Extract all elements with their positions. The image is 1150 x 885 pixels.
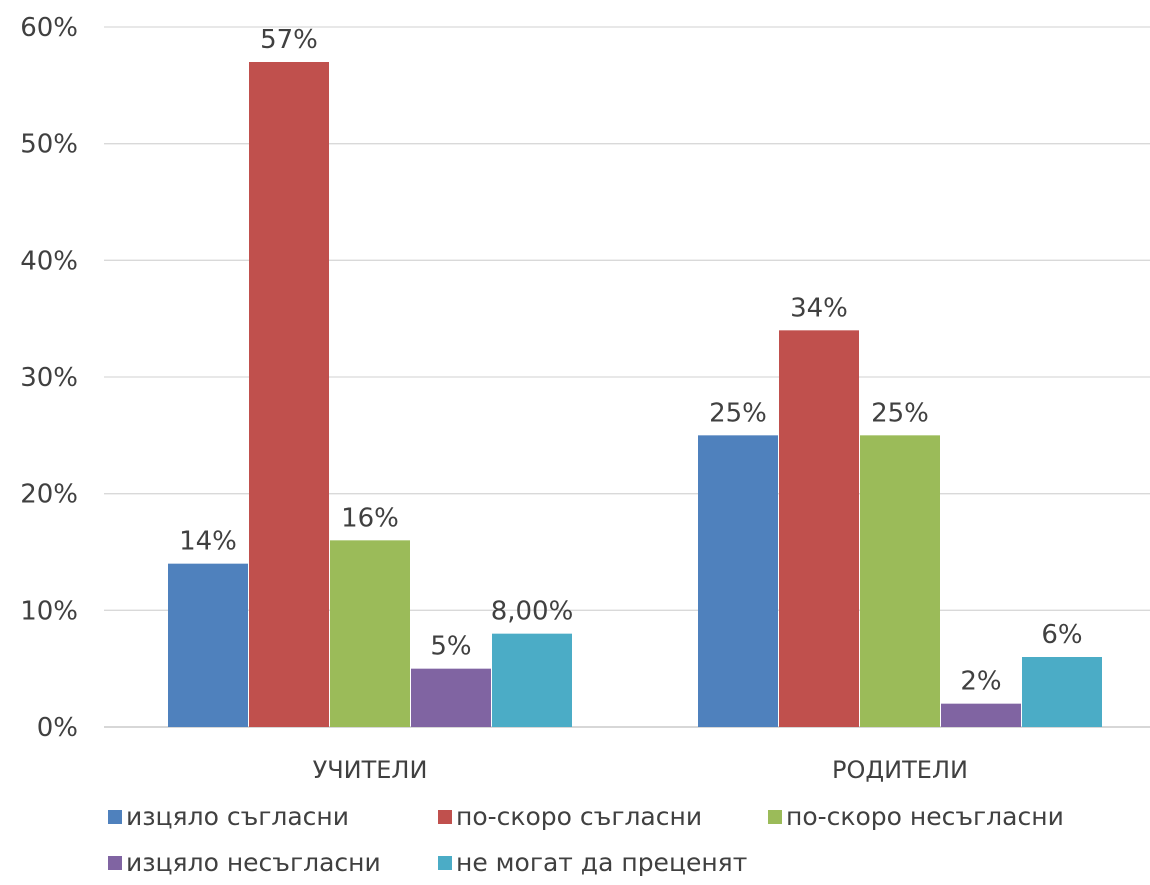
bars <box>168 62 1102 727</box>
data-label: 25% <box>709 398 767 428</box>
legend-item: изцяло несъгласни <box>108 848 381 877</box>
legend-swatch <box>108 856 122 870</box>
legend-item: по-скоро несъгласни <box>768 802 1064 831</box>
legend-label: изцяло съгласни <box>126 802 349 831</box>
bar <box>330 540 410 727</box>
bar <box>1022 657 1102 727</box>
data-label: 16% <box>341 503 399 533</box>
legend-label: изцяло несъгласни <box>126 848 381 877</box>
legend-item: изцяло съгласни <box>108 802 349 831</box>
legend-swatch <box>438 856 452 870</box>
legend-label: по-скоро съгласни <box>456 802 702 831</box>
category-label: РОДИТЕЛИ <box>832 756 968 784</box>
bar <box>779 330 859 727</box>
bar <box>698 435 778 727</box>
legend-label: не могат да преценят <box>456 848 747 877</box>
y-axis-tick-labels: 0% 10% 20% 30% 40% 50% 60% <box>20 13 78 743</box>
data-label: 2% <box>960 667 1001 697</box>
legend-item: по-скоро съгласни <box>438 802 702 831</box>
y-tick-label: 40% <box>20 246 78 276</box>
data-label: 14% <box>179 527 237 557</box>
legend-item: не могат да преценят <box>438 848 747 877</box>
legend-swatch <box>108 810 122 824</box>
legend-swatch <box>768 810 782 824</box>
legend-swatch <box>438 810 452 824</box>
data-labels: 14% 57% 16% 5% 8,00% 25% 34% 25% 2% 6% <box>179 25 1083 697</box>
legend-label: по-скоро несъгласни <box>786 802 1064 831</box>
bar <box>168 563 248 727</box>
y-tick-label: 30% <box>20 363 78 393</box>
bar <box>249 62 329 727</box>
data-label: 57% <box>260 25 318 55</box>
bar <box>411 668 491 727</box>
y-tick-label: 60% <box>20 13 78 43</box>
y-tick-label: 10% <box>20 596 78 626</box>
y-tick-label: 20% <box>20 480 78 510</box>
data-label: 6% <box>1041 620 1082 650</box>
x-axis-category-labels: УЧИТЕЛИ РОДИТЕЛИ <box>313 756 968 784</box>
y-tick-label: 50% <box>20 130 78 160</box>
category-label: УЧИТЕЛИ <box>313 756 428 784</box>
data-label: 34% <box>790 293 848 323</box>
data-label: 8,00% <box>491 597 574 627</box>
y-tick-label: 0% <box>37 713 78 743</box>
bar <box>492 633 572 727</box>
legend: изцяло съгласни по-скоро съгласни по-скоро… <box>108 802 1064 877</box>
bar <box>860 435 940 727</box>
data-label: 25% <box>871 398 929 428</box>
bar <box>941 703 1021 727</box>
data-label: 5% <box>430 632 471 662</box>
